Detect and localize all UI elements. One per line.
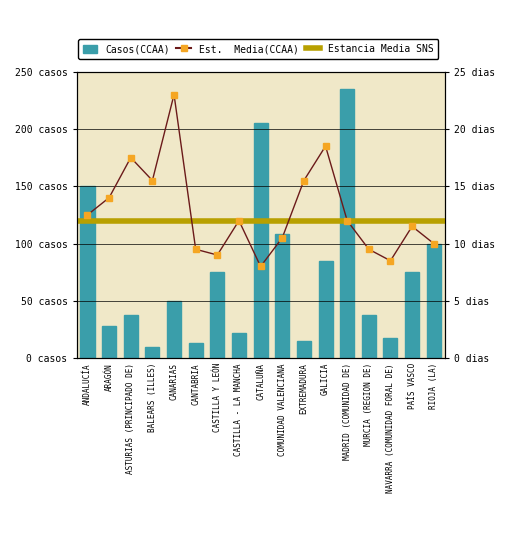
Bar — [80, 186, 95, 358]
Bar — [383, 338, 398, 358]
Bar — [167, 301, 181, 358]
Bar — [405, 272, 419, 358]
Bar — [232, 333, 246, 358]
Bar — [145, 347, 159, 358]
Bar — [102, 326, 116, 358]
Bar — [124, 315, 138, 358]
Bar — [340, 89, 354, 358]
Bar — [253, 123, 268, 358]
Bar — [297, 341, 311, 358]
Bar — [362, 315, 376, 358]
Bar — [275, 234, 289, 358]
Bar — [318, 261, 333, 358]
Bar — [211, 272, 224, 358]
Bar — [427, 244, 441, 358]
Legend: Casos(CCAA), Est.  Media(CCAA), Estancia Media SNS: Casos(CCAA), Est. Media(CCAA), Estancia … — [78, 39, 438, 59]
Bar — [189, 343, 203, 358]
